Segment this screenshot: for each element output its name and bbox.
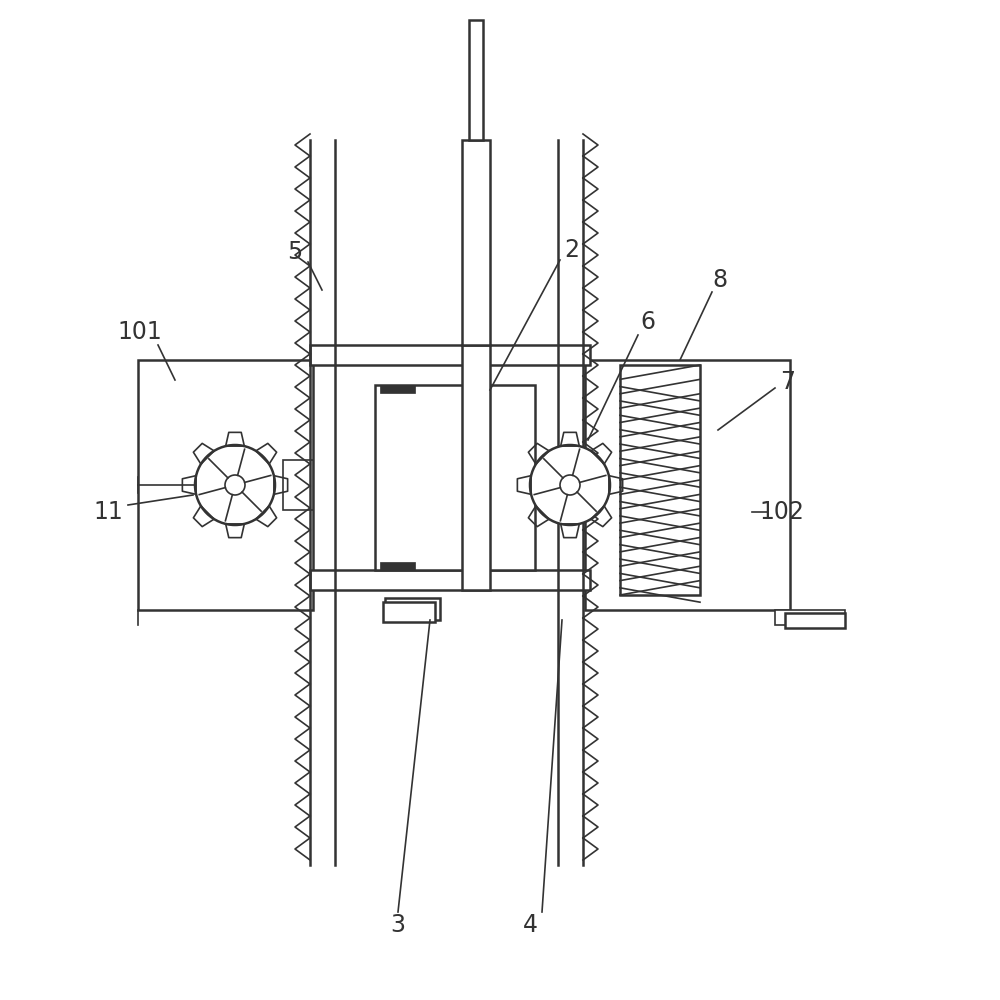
Text: 7: 7 (780, 370, 796, 394)
Circle shape (560, 475, 580, 495)
Bar (775, 610, 845, 625)
Text: 11: 11 (93, 500, 123, 524)
Bar (380, 562, 415, 570)
Bar (462, 345, 490, 590)
Text: 3: 3 (390, 913, 406, 937)
Text: 2: 2 (564, 238, 580, 262)
Bar (620, 365, 700, 595)
Bar (283, 460, 313, 510)
Text: 101: 101 (118, 320, 162, 344)
Bar (310, 570, 590, 590)
Bar (385, 598, 440, 620)
Bar (462, 140, 490, 345)
Bar (375, 385, 535, 570)
Text: 4: 4 (522, 913, 538, 937)
Circle shape (195, 445, 275, 525)
Circle shape (530, 445, 610, 525)
Bar (138, 360, 313, 610)
Text: 6: 6 (640, 310, 656, 334)
Text: 5: 5 (287, 240, 303, 264)
Circle shape (225, 475, 245, 495)
Bar (310, 345, 590, 365)
Bar (785, 613, 845, 628)
Bar (585, 360, 790, 610)
Bar (380, 385, 415, 393)
Bar (469, 20, 483, 140)
Bar (383, 602, 435, 622)
Text: 102: 102 (760, 500, 804, 524)
Text: 8: 8 (712, 268, 728, 292)
